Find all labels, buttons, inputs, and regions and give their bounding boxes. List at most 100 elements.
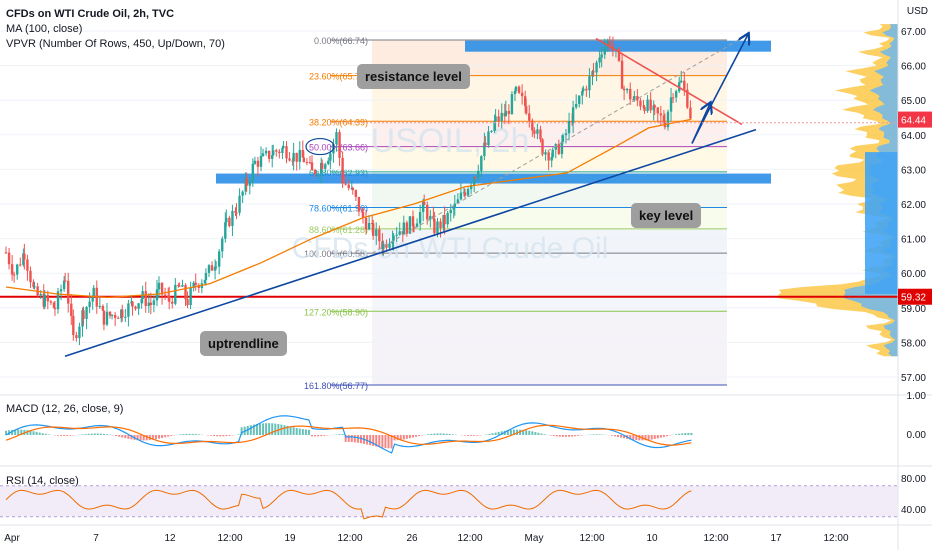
candle-body bbox=[564, 133, 568, 136]
candle-body bbox=[98, 305, 102, 307]
candle-body bbox=[392, 235, 395, 241]
macd-histogram-bar bbox=[210, 435, 213, 436]
time-tick-label: 10 bbox=[646, 533, 658, 544]
macd-histogram-bar bbox=[650, 435, 653, 440]
macd-histogram-bar bbox=[26, 430, 29, 435]
candle-body bbox=[217, 251, 221, 267]
candle-body bbox=[177, 284, 180, 286]
macd-histogram-bar bbox=[213, 435, 216, 436]
candle-body bbox=[617, 48, 621, 61]
macd-histogram-bar bbox=[311, 435, 313, 437]
macd-histogram-bar bbox=[90, 433, 93, 435]
macd-histogram-bar bbox=[522, 429, 525, 435]
price-tick-label: 65.00 bbox=[901, 96, 926, 107]
macd-histogram-bar bbox=[632, 435, 635, 440]
candle-body bbox=[347, 184, 350, 189]
candle-body bbox=[214, 266, 218, 268]
macd-histogram-bar bbox=[359, 435, 362, 444]
fib-band bbox=[372, 253, 727, 312]
candle-body bbox=[256, 160, 260, 167]
macd-histogram-bar bbox=[145, 435, 148, 441]
time-tick-label: 12:00 bbox=[337, 533, 362, 544]
macd-histogram-bar bbox=[623, 435, 626, 439]
candle-body bbox=[592, 71, 595, 73]
candle-body bbox=[204, 272, 208, 280]
candle-body bbox=[474, 177, 477, 179]
time-axis[interactable]: Apr 7 12 12:00 19 12:00 26 12:00 May 12:00 10 12:00… bbox=[4, 533, 849, 544]
candle-body bbox=[292, 152, 295, 162]
macd-histogram-bar bbox=[96, 433, 99, 435]
ma-legend[interactable]: MA (100, close) bbox=[6, 23, 83, 35]
candle-body bbox=[82, 310, 85, 319]
candle-body bbox=[646, 99, 649, 112]
symbol-title[interactable]: CFDs on WTI Crude Oil, 2h, TVC bbox=[6, 8, 175, 20]
macd-histogram-bar bbox=[295, 427, 298, 435]
candle-body bbox=[525, 106, 528, 114]
last-price-badge bbox=[898, 111, 932, 128]
candle-body bbox=[391, 240, 394, 244]
macd-histogram-bar bbox=[66, 435, 69, 436]
macd-histogram-bar bbox=[323, 435, 326, 436]
macd-histogram-bar bbox=[335, 434, 338, 435]
candle-body bbox=[261, 153, 265, 156]
time-tick-label: 12:00 bbox=[703, 533, 728, 544]
candle-body bbox=[598, 57, 601, 63]
candle-body bbox=[56, 291, 60, 310]
candle-body bbox=[221, 238, 224, 252]
volume-profile-area bbox=[777, 24, 898, 357]
macd-histogram-bar bbox=[439, 433, 442, 435]
candle-body bbox=[443, 214, 446, 225]
candle-body bbox=[517, 86, 521, 93]
macd-legend[interactable]: MACD (12, 26, close, 9) bbox=[6, 402, 123, 417]
candle-body bbox=[520, 92, 524, 97]
candle-body bbox=[375, 229, 378, 236]
candle-body bbox=[490, 130, 493, 132]
candle-body bbox=[625, 88, 629, 91]
macd-histogram-bar bbox=[635, 435, 638, 441]
candle-body bbox=[636, 96, 639, 101]
macd-histogram-bar bbox=[488, 433, 491, 435]
candle-body bbox=[513, 90, 517, 95]
candle-body bbox=[418, 212, 422, 224]
macd-histogram-bar bbox=[681, 433, 684, 435]
candle-body bbox=[194, 282, 197, 285]
time-tick-label: 26 bbox=[406, 533, 418, 544]
candle-body bbox=[259, 155, 263, 167]
macd-histogram-bar bbox=[314, 435, 317, 437]
macd-histogram-bar bbox=[115, 435, 118, 437]
rsi-legend-label: RSI (14, close) bbox=[6, 475, 79, 487]
rsi-legend[interactable]: RSI (14, close) bbox=[6, 474, 79, 489]
candle-body bbox=[178, 285, 181, 287]
macd-histogram-bar bbox=[44, 433, 47, 435]
candle-body bbox=[144, 291, 147, 306]
candle-body bbox=[436, 221, 439, 234]
candle-body bbox=[210, 265, 214, 271]
candle-body bbox=[585, 88, 588, 91]
macd-histogram-bar bbox=[307, 429, 310, 435]
candle-body bbox=[288, 158, 291, 161]
candle-body bbox=[59, 289, 63, 292]
candle-body bbox=[207, 265, 211, 273]
candle-body bbox=[595, 62, 598, 73]
candle-body bbox=[335, 132, 338, 145]
macd-histogram-bar bbox=[534, 432, 537, 435]
vpvr-legend[interactable]: VPVR (Number Of Rows, 450, Up/Down, 70) bbox=[6, 38, 225, 50]
candle-body bbox=[382, 244, 385, 250]
candle-body bbox=[235, 212, 238, 214]
candle-body bbox=[52, 302, 56, 308]
candle-body bbox=[302, 157, 306, 162]
candle-body bbox=[666, 111, 670, 128]
candle-body bbox=[469, 184, 473, 189]
candle-body bbox=[643, 107, 646, 112]
candle-body bbox=[275, 150, 278, 152]
candle-body bbox=[298, 149, 301, 162]
candle-body bbox=[378, 229, 381, 242]
macd-histogram-bar bbox=[170, 435, 173, 436]
candle-body bbox=[140, 299, 143, 304]
macd-histogram-bar bbox=[304, 429, 307, 435]
level-badge bbox=[898, 288, 932, 305]
candle-body bbox=[171, 301, 174, 304]
macd-histogram-bar bbox=[338, 434, 341, 435]
candle-body bbox=[4, 252, 8, 254]
